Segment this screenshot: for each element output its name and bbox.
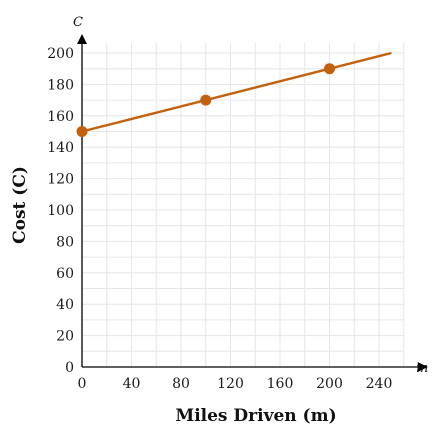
- x-axis-arrow: [417, 362, 428, 372]
- y-tick-label: 100: [47, 203, 74, 219]
- y-axis-title: Cost (C): [10, 166, 30, 244]
- y-axis-variable: C: [73, 15, 83, 30]
- data-point: [200, 94, 212, 106]
- grid: [82, 43, 405, 367]
- y-tick-label: 200: [47, 46, 74, 62]
- y-axis-arrow: [77, 34, 87, 44]
- y-tick-label: 180: [47, 77, 74, 93]
- y-tick-label: 20: [56, 329, 74, 345]
- axes: [77, 34, 428, 372]
- y-tick-label: 60: [56, 266, 74, 282]
- y-tick-label: 120: [47, 172, 74, 188]
- data-point: [324, 63, 335, 75]
- series-layer: [76, 51, 392, 137]
- y-tick-label: 140: [47, 140, 74, 156]
- series-line: [81, 51, 392, 133]
- y-tick-label: 160: [47, 109, 74, 125]
- x-tick-label: 240: [366, 376, 393, 392]
- x-tick-label: 200: [316, 376, 343, 392]
- x-tick-label: 0: [78, 376, 87, 392]
- x-tick-label: 40: [123, 376, 141, 392]
- y-tick-label: 0: [65, 360, 74, 376]
- x-axis-title: Miles Driven (m): [175, 406, 336, 426]
- x-axis-variable: m: [416, 361, 428, 376]
- data-point: [76, 126, 88, 137]
- tick-labels: 0 40 80 120 160 200 240 0 20 40 60 80 100 120 140 160 18…: [47, 46, 392, 392]
- y-tick-label: 40: [56, 297, 74, 313]
- x-tick-label: 80: [172, 376, 190, 392]
- x-tick-label: 120: [217, 376, 244, 392]
- y-tick-label: 80: [56, 234, 74, 250]
- x-tick-label: 160: [267, 376, 294, 392]
